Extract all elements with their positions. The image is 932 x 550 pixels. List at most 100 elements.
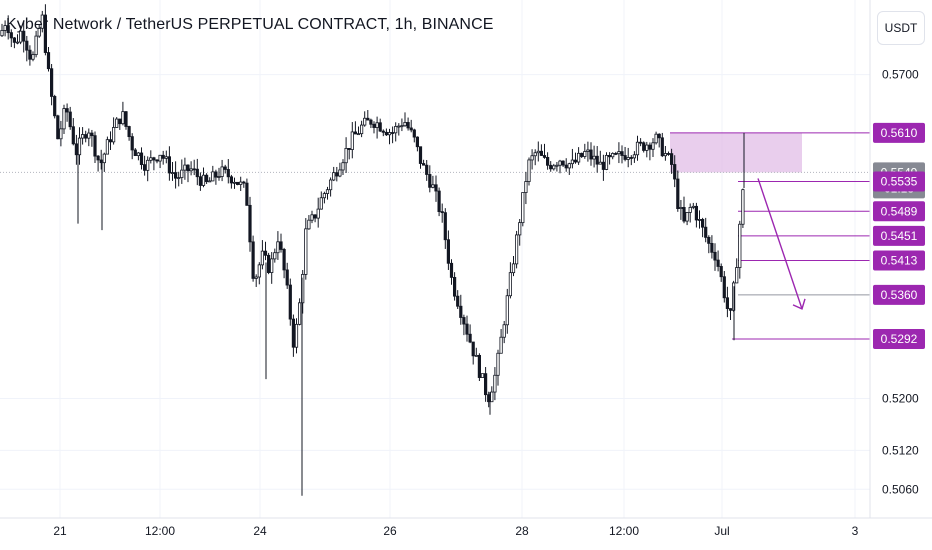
- candle: [707, 235, 711, 254]
- candle-body: [738, 223, 742, 268]
- candle-body: [564, 164, 568, 169]
- candle: [239, 176, 243, 192]
- candle-body: [735, 267, 739, 284]
- candle: [511, 256, 516, 277]
- candle-body: [341, 162, 345, 171]
- candle: [0, 23, 4, 38]
- candle-body: [257, 264, 261, 278]
- candle-body: [403, 122, 407, 127]
- candle: [223, 164, 227, 174]
- candle: [629, 155, 633, 166]
- currency-button[interactable]: USDT: [877, 11, 925, 45]
- candle: [183, 157, 187, 180]
- candle: [620, 145, 624, 164]
- candle-body: [316, 208, 320, 219]
- candle-body: [663, 153, 668, 157]
- candle-body: [105, 139, 109, 155]
- candle-body: [418, 146, 423, 164]
- candle: [614, 151, 618, 156]
- candle-body: [359, 124, 364, 135]
- grid-lines: [0, 0, 870, 518]
- candles: [0, 4, 745, 496]
- candle: [418, 146, 423, 169]
- candle: [71, 118, 75, 146]
- candle: [431, 175, 435, 189]
- candle-body: [561, 160, 565, 166]
- candle: [251, 235, 255, 282]
- price-tick-label: 0.5120: [882, 443, 919, 457]
- candle: [499, 329, 503, 354]
- level-badge-bg: [873, 284, 925, 305]
- candle-body: [170, 172, 175, 174]
- candle-body: [468, 333, 472, 343]
- candle: [77, 127, 82, 165]
- candle-body: [254, 276, 258, 279]
- candle-body: [65, 108, 69, 113]
- candle: [105, 136, 109, 155]
- candle: [415, 136, 420, 152]
- candle: [676, 170, 680, 212]
- candle: [211, 165, 215, 182]
- candle: [142, 155, 147, 176]
- candle-body: [378, 122, 382, 132]
- candle-body: [266, 254, 271, 273]
- candle: [217, 167, 221, 181]
- candle-body: [12, 37, 16, 43]
- candle-body: [666, 153, 671, 155]
- candle: [577, 147, 581, 165]
- candle-body: [322, 193, 327, 199]
- candle: [493, 367, 497, 401]
- candle-body: [248, 204, 252, 243]
- level-badge-label: 0.5610: [881, 126, 918, 140]
- candle-body: [570, 159, 575, 165]
- candle-body: [632, 154, 637, 159]
- candle: [632, 151, 637, 163]
- candle: [341, 159, 345, 176]
- candle-body: [204, 174, 209, 183]
- candle: [465, 315, 469, 342]
- candle-body: [465, 323, 469, 335]
- candle: [468, 324, 472, 344]
- candle-body: [124, 111, 128, 127]
- candle: [115, 117, 119, 128]
- candle: [93, 131, 97, 163]
- candle: [694, 202, 699, 228]
- candle-body: [539, 150, 544, 156]
- candle-body: [518, 222, 522, 236]
- candle-body: [381, 130, 385, 133]
- candle: [9, 29, 13, 48]
- candle: [124, 111, 128, 130]
- candle: [276, 231, 280, 260]
- candle: [530, 149, 534, 170]
- candle-body: [555, 164, 559, 167]
- candle: [722, 271, 726, 303]
- candle: [307, 215, 311, 230]
- candle-body: [189, 168, 193, 172]
- time-axis[interactable]: 21 12:00 24 26 28 12:00 Jul 3: [53, 524, 858, 538]
- candle: [195, 158, 199, 186]
- level-badge-bg: [873, 225, 925, 246]
- candle-body: [71, 126, 75, 145]
- candle-body: [508, 272, 513, 297]
- candle-body: [704, 226, 708, 238]
- candle-body: [285, 269, 289, 286]
- candle-body: [741, 189, 745, 225]
- candle: [325, 186, 330, 200]
- candle-body: [0, 30, 4, 37]
- candle: [595, 146, 599, 173]
- candle-body: [483, 373, 488, 396]
- candle: [471, 341, 475, 365]
- time-tick-label: 3: [852, 524, 859, 538]
- candle-body: [471, 341, 475, 357]
- candle: [378, 118, 382, 133]
- candle: [701, 217, 705, 238]
- level-badge-bg: [873, 201, 925, 222]
- candle: [626, 147, 630, 168]
- price-axis[interactable]: 0.5700 0.5200 0.5120 0.5060: [882, 68, 919, 497]
- candle-body: [177, 177, 181, 179]
- candle-body: [139, 152, 144, 166]
- candle: [598, 150, 602, 165]
- candle: [214, 169, 218, 185]
- candle-body: [282, 249, 286, 271]
